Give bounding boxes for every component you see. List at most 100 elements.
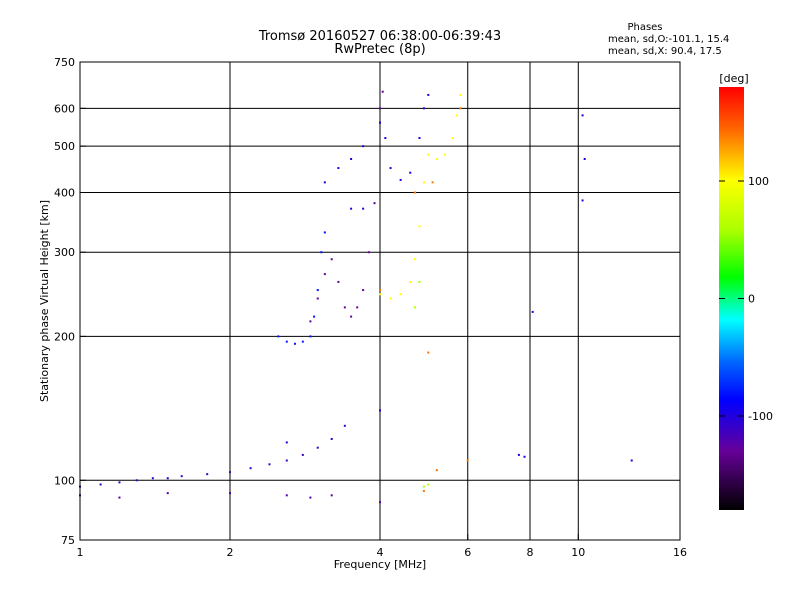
echo-point (389, 167, 392, 170)
echo-point (435, 469, 438, 472)
y-tick-label: 400 (54, 186, 75, 199)
echo-point (320, 251, 323, 254)
echo-point (309, 496, 312, 499)
echo-point (350, 315, 353, 318)
echo-point (451, 137, 454, 140)
echo-point (523, 455, 526, 458)
echo-point (422, 489, 425, 492)
echo-point (427, 351, 430, 354)
axis-ticks: 1 2 4 6 8 10 16 75 100 200 300 400 500 600 750 (54, 56, 687, 559)
echo-point (630, 459, 633, 462)
echo-point (427, 93, 430, 96)
y-tick-label: 500 (54, 140, 75, 153)
echo-point (362, 289, 365, 292)
x-tick-label: 6 (464, 546, 471, 559)
x-tick-label: 8 (527, 546, 534, 559)
echo-point (373, 202, 376, 205)
echo-point (118, 496, 121, 499)
echo-point (330, 258, 333, 261)
chart-title: Tromsø 20160527 06:38:00-06:39:43 (258, 29, 501, 44)
y-tick-label: 300 (54, 246, 75, 259)
echo-point (99, 483, 102, 486)
colorbar-tick-label: 0 (748, 293, 755, 306)
echo-point (316, 289, 319, 292)
echo-point (180, 475, 183, 478)
echo-point (343, 424, 346, 427)
colorbar-tick-label: -100 (748, 410, 773, 423)
echo-point (459, 107, 462, 110)
colorbar-ticks: 100 0 -100 (719, 175, 773, 423)
echo-point (379, 409, 381, 412)
echo-point (389, 297, 392, 300)
phase-stats-x: mean, sd,X: 90.4, 17.5 (608, 46, 722, 57)
echo-point (206, 473, 209, 476)
echo-point (409, 171, 412, 174)
echo-point (350, 207, 353, 210)
phase-stats-o: mean, sd,O:-101.1, 15.4 (608, 34, 729, 45)
echo-point (413, 306, 416, 309)
echo-point (413, 191, 416, 194)
echo-point (285, 441, 288, 444)
echo-point (381, 90, 384, 93)
chart-subtitle: RwPretec (8p) (334, 42, 425, 57)
echo-point (337, 280, 340, 283)
echo-point (418, 280, 421, 283)
echo-point (418, 225, 421, 228)
echo-point (166, 492, 169, 495)
echo-point (466, 459, 469, 462)
echo-point (343, 306, 346, 309)
y-tick-label: 100 (54, 474, 75, 487)
echo-point (379, 501, 381, 504)
echo-point (249, 467, 252, 470)
x-tick-label: 1 (77, 546, 84, 559)
echo-point (399, 293, 402, 296)
echo-point (379, 121, 381, 124)
echo-point (135, 479, 138, 482)
echo-point (268, 463, 271, 466)
echo-point (399, 178, 402, 181)
echo-point (285, 459, 288, 462)
echo-point (531, 310, 534, 313)
echo-point (459, 93, 462, 96)
data-points (79, 90, 633, 504)
echo-point (313, 315, 316, 318)
echo-point (379, 107, 381, 110)
echo-point (422, 485, 425, 488)
echo-point (330, 494, 333, 497)
echo-point (409, 280, 412, 283)
echo-point (229, 492, 231, 495)
echo-point (309, 335, 312, 338)
echo-point (309, 320, 312, 323)
echo-point (455, 114, 458, 117)
y-tick-label: 200 (54, 330, 75, 343)
colorbar-label: [deg] (719, 72, 748, 85)
echo-point (362, 207, 365, 210)
echo-point (166, 477, 169, 480)
echo-point (422, 107, 425, 110)
y-tick-label: 75 (61, 534, 75, 547)
echo-point (517, 453, 520, 456)
echo-point (118, 481, 121, 484)
colorbar-tick-label: 100 (748, 175, 769, 188)
y-axis-label: Stationary phase Virtual Height [km] (38, 200, 51, 402)
echo-point (316, 446, 319, 449)
echo-point (316, 297, 319, 300)
echo-point (337, 167, 340, 170)
echo-point (229, 471, 231, 474)
echo-point (330, 437, 333, 440)
echo-point (583, 158, 586, 161)
echo-point (431, 181, 434, 184)
echo-point (443, 153, 446, 156)
echo-point (362, 145, 365, 148)
echo-point (379, 293, 381, 296)
x-tick-label: 16 (673, 546, 687, 559)
echo-point (151, 477, 154, 480)
x-axis-label: Frequency [MHz] (334, 558, 426, 571)
echo-point (581, 114, 584, 117)
echo-point (350, 158, 353, 161)
y-tick-label: 600 (54, 102, 75, 115)
echo-point (285, 340, 288, 343)
echo-point (293, 342, 296, 345)
x-tick-label: 10 (571, 546, 585, 559)
